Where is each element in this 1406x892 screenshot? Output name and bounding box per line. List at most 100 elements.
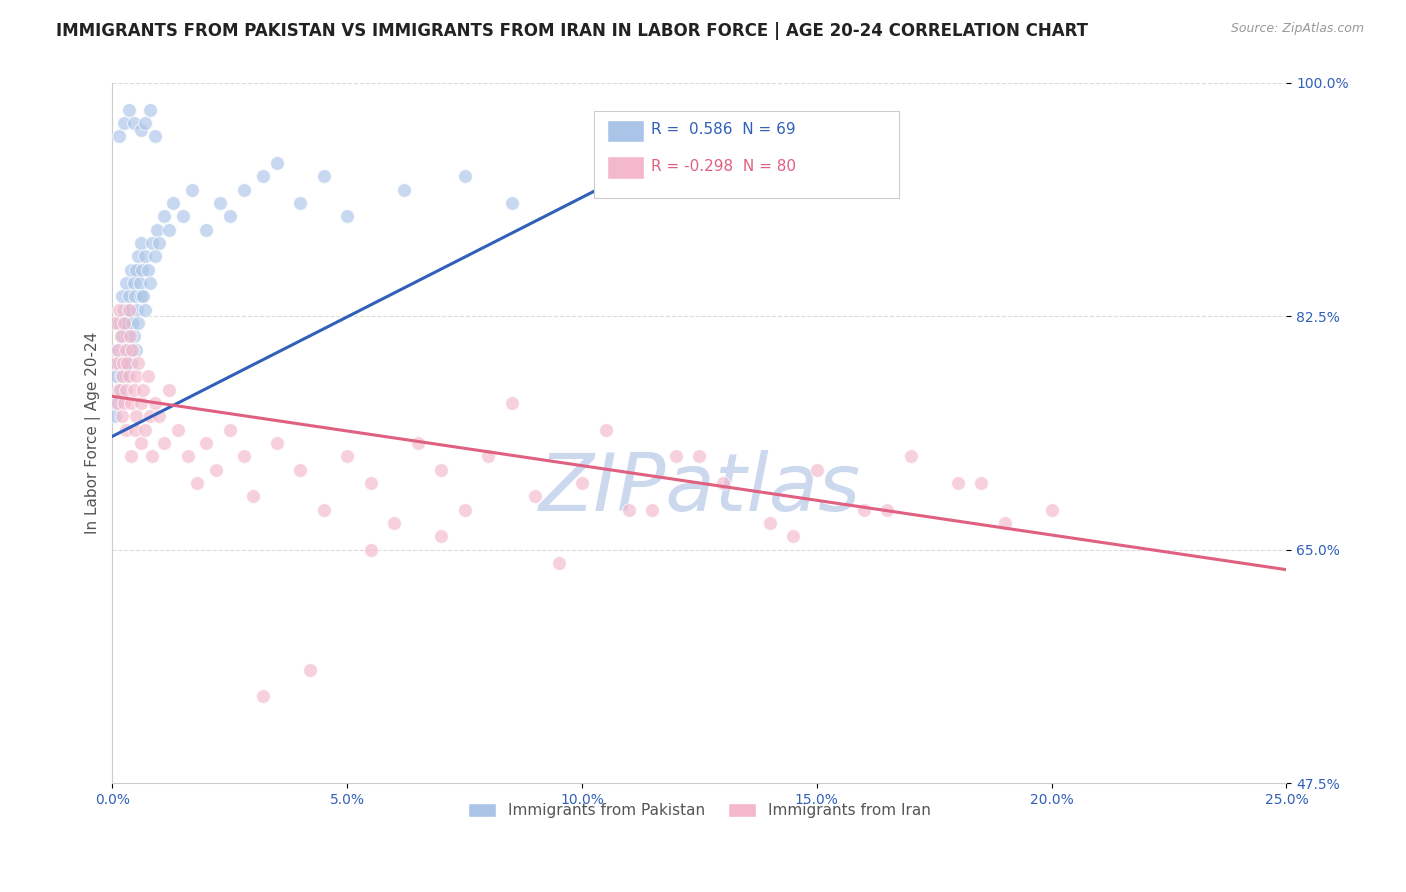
Point xyxy=(122,276,145,290)
Point xyxy=(136,262,159,277)
Point xyxy=(105,396,128,410)
Point xyxy=(122,383,145,397)
Point xyxy=(172,209,194,223)
Point xyxy=(157,383,180,397)
Point xyxy=(112,343,135,357)
Point xyxy=(336,209,359,223)
Point xyxy=(266,436,288,450)
Point xyxy=(125,409,148,424)
Point xyxy=(994,516,1017,530)
Point xyxy=(108,129,131,144)
Point xyxy=(124,423,146,437)
Point xyxy=(118,302,141,317)
Point xyxy=(104,316,127,330)
Point xyxy=(127,356,149,370)
Point xyxy=(134,116,156,130)
Point xyxy=(117,329,139,343)
Point xyxy=(298,663,321,677)
Point xyxy=(782,529,804,543)
Point xyxy=(453,502,475,516)
Point xyxy=(108,383,131,397)
Point xyxy=(360,542,382,557)
Point xyxy=(141,235,163,250)
Point xyxy=(105,369,128,384)
Point xyxy=(204,463,226,477)
Point xyxy=(115,423,138,437)
Point xyxy=(711,475,734,490)
Point xyxy=(118,103,141,117)
Point xyxy=(336,450,359,464)
Y-axis label: In Labor Force | Age 20-24: In Labor Force | Age 20-24 xyxy=(86,332,101,534)
Point xyxy=(218,209,240,223)
Point xyxy=(111,356,134,370)
Point xyxy=(118,343,141,357)
Point xyxy=(112,316,135,330)
Point xyxy=(252,690,274,704)
Point xyxy=(186,475,208,490)
FancyBboxPatch shape xyxy=(607,120,644,143)
Point xyxy=(501,396,523,410)
Point xyxy=(232,450,254,464)
Point xyxy=(290,196,312,211)
Point xyxy=(120,356,142,370)
Point xyxy=(114,343,136,357)
Point xyxy=(125,369,148,384)
Point xyxy=(641,502,664,516)
Legend: Immigrants from Pakistan, Immigrants from Iran: Immigrants from Pakistan, Immigrants fro… xyxy=(463,797,936,824)
Point xyxy=(759,516,782,530)
Point xyxy=(105,343,128,357)
Point xyxy=(218,423,240,437)
Point xyxy=(124,289,146,303)
Point xyxy=(111,409,134,424)
Point xyxy=(129,436,152,450)
Point xyxy=(665,450,688,464)
Point xyxy=(266,156,288,170)
Point xyxy=(131,262,153,277)
Point xyxy=(127,249,149,263)
Point xyxy=(115,276,138,290)
Point xyxy=(477,450,499,464)
Point xyxy=(121,343,143,357)
Point xyxy=(252,169,274,184)
Point xyxy=(108,316,131,330)
Point xyxy=(118,369,141,384)
Point xyxy=(157,222,180,236)
Point xyxy=(120,396,142,410)
Point xyxy=(806,463,828,477)
Point xyxy=(148,409,170,424)
Point xyxy=(129,396,152,410)
Text: Source: ZipAtlas.com: Source: ZipAtlas.com xyxy=(1230,22,1364,36)
Point xyxy=(108,356,131,370)
Point xyxy=(571,475,593,490)
Point xyxy=(406,436,429,450)
Point xyxy=(121,316,143,330)
Point xyxy=(392,183,415,197)
Point xyxy=(115,316,138,330)
Point xyxy=(162,196,184,211)
Point xyxy=(112,116,135,130)
Point xyxy=(129,235,152,250)
Point xyxy=(146,222,169,236)
Point xyxy=(120,262,142,277)
Point xyxy=(132,289,155,303)
Point xyxy=(132,383,155,397)
Text: IMMIGRANTS FROM PAKISTAN VS IMMIGRANTS FROM IRAN IN LABOR FORCE | AGE 20-24 CORR: IMMIGRANTS FROM PAKISTAN VS IMMIGRANTS F… xyxy=(56,22,1088,40)
Point xyxy=(111,329,134,343)
Point xyxy=(111,289,134,303)
Point xyxy=(125,262,148,277)
Point xyxy=(127,316,149,330)
Point xyxy=(105,356,128,370)
Point xyxy=(104,409,127,424)
Point xyxy=(134,249,156,263)
Point xyxy=(181,183,204,197)
Point xyxy=(153,209,176,223)
Point xyxy=(139,103,162,117)
Point xyxy=(128,276,150,290)
Point xyxy=(946,475,969,490)
Point xyxy=(118,289,141,303)
Point xyxy=(524,489,547,503)
Point xyxy=(312,502,335,516)
Point xyxy=(453,169,475,184)
Point xyxy=(117,356,139,370)
Point xyxy=(108,302,131,317)
